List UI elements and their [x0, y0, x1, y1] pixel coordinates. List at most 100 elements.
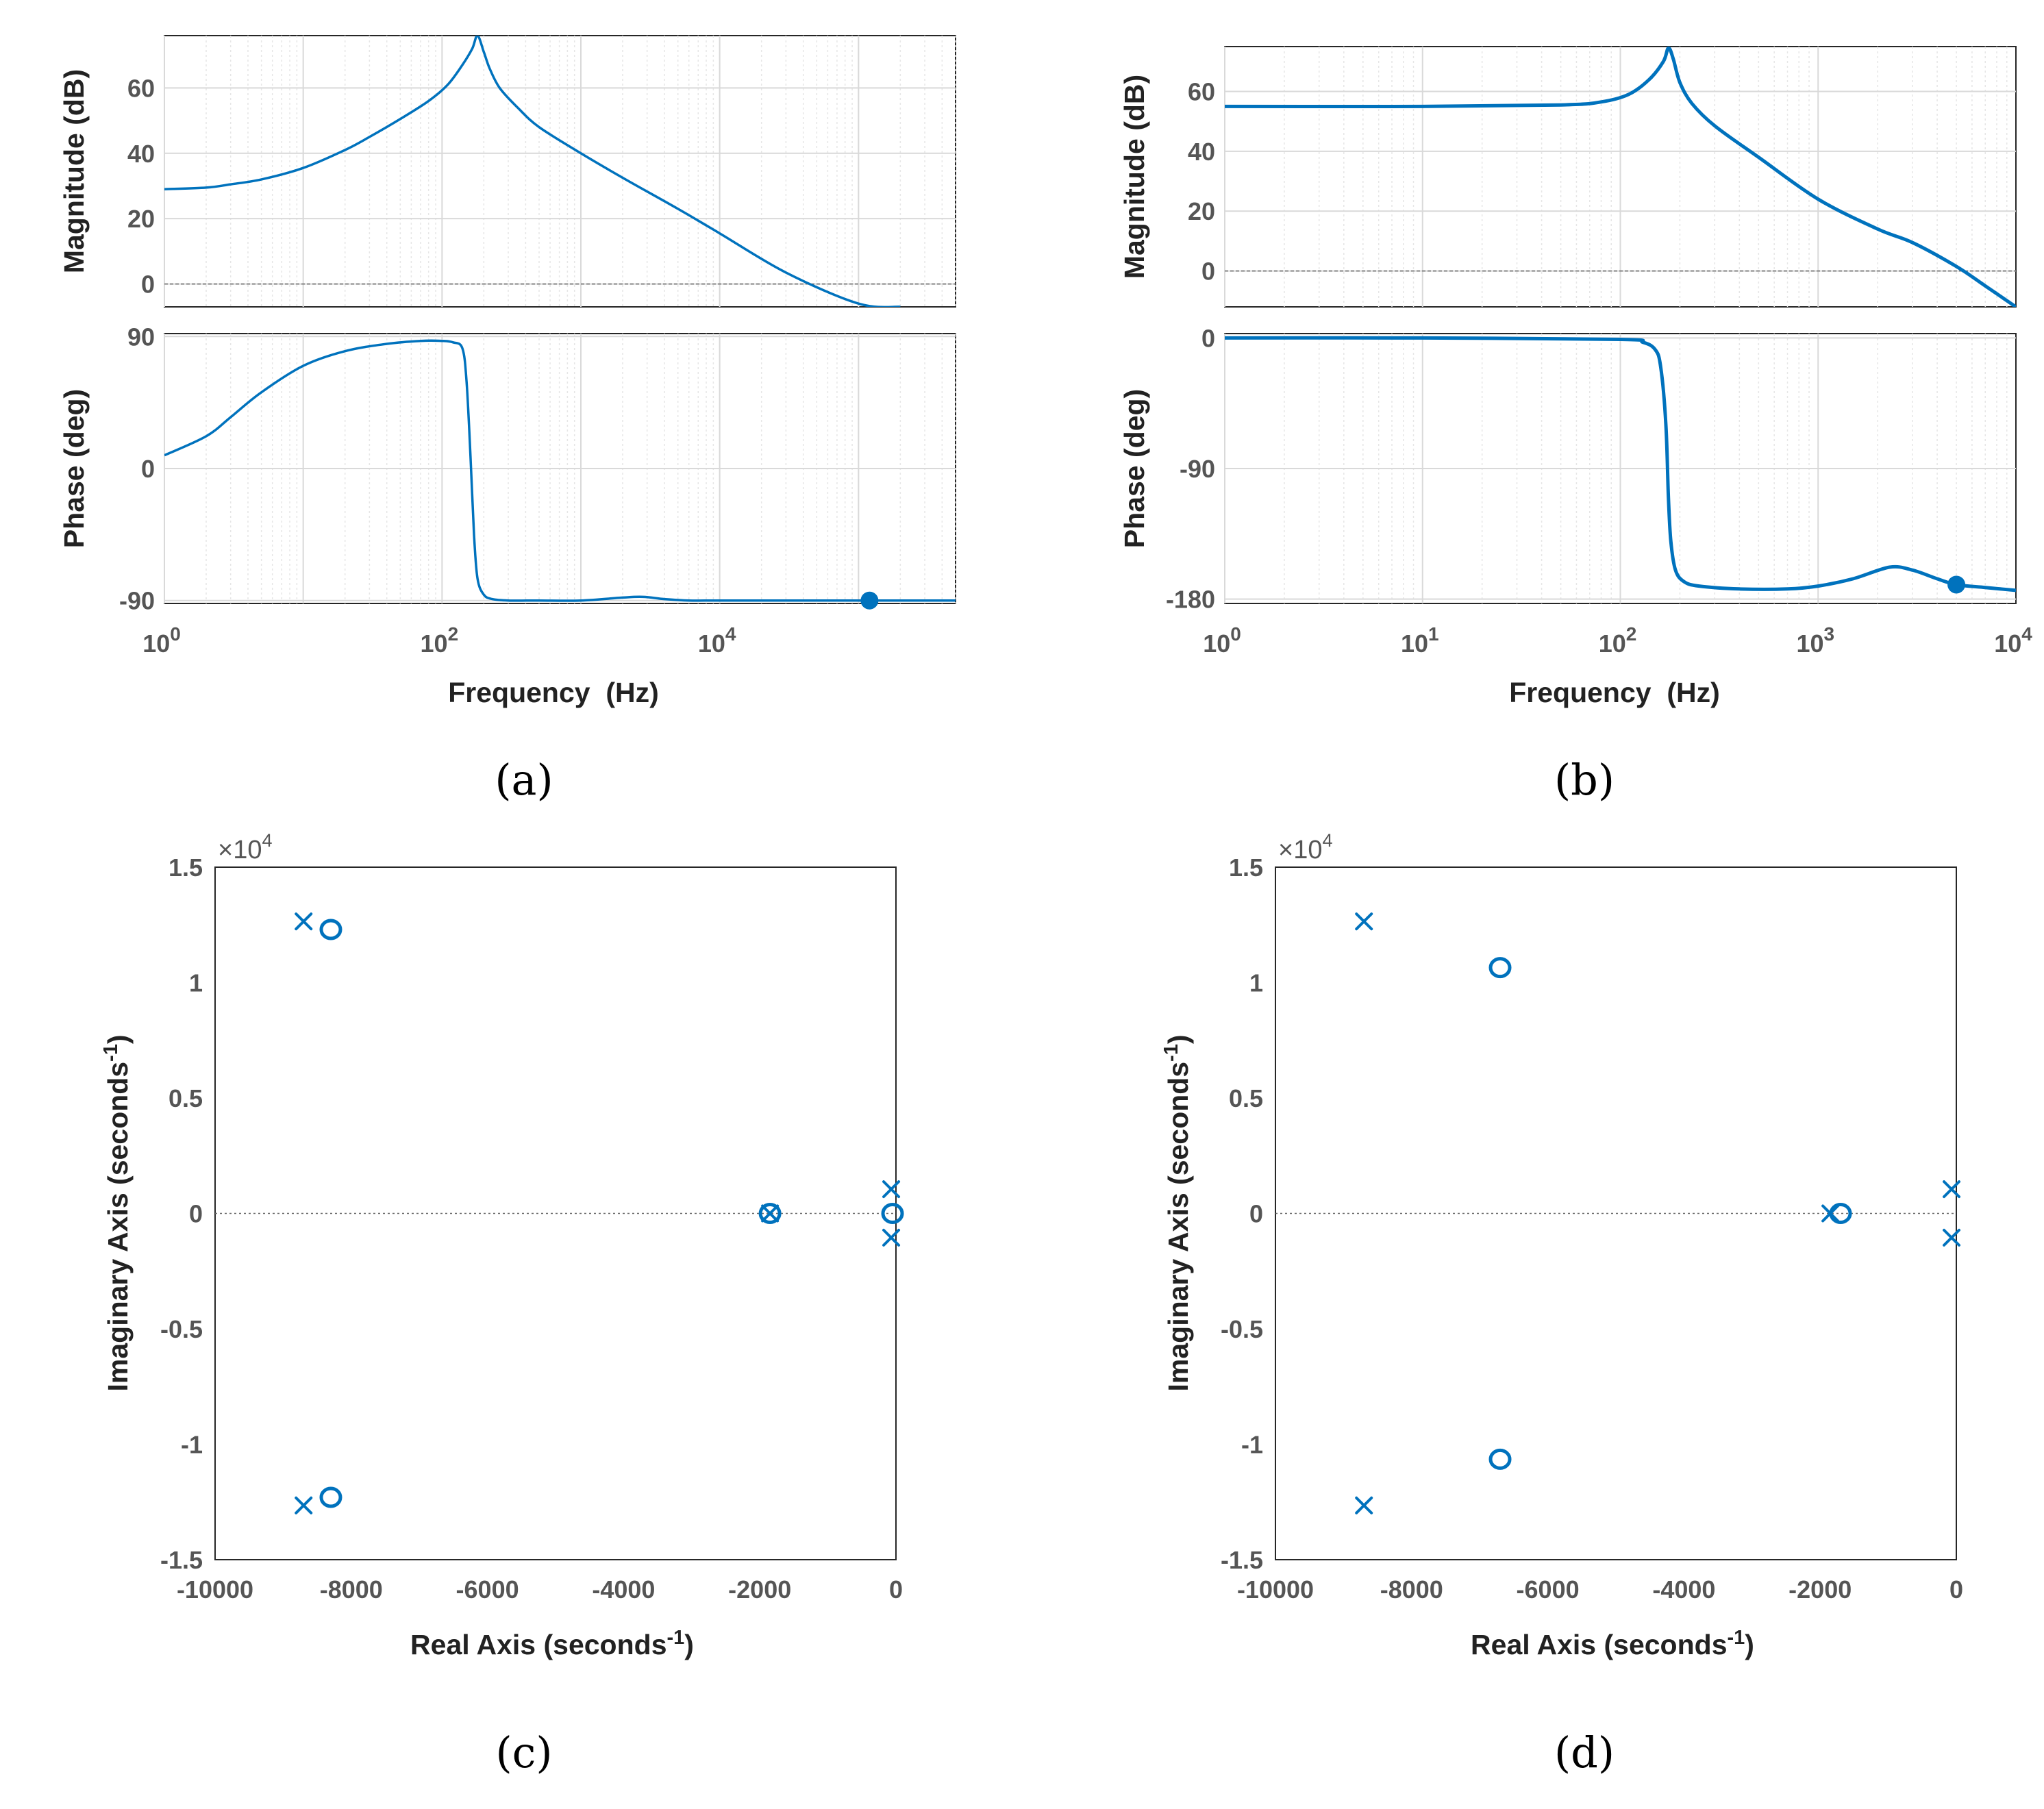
panel-b-xtick-exp: 3 [1823, 623, 1834, 645]
panel-c-pole [761, 1204, 780, 1223]
panel-a-xticks: 100 102 104 [142, 623, 736, 658]
panel-d: -1.5 -1 -0.5 0 0.5 1 1.5 -10000 -8000 -6000 -4000… [1160, 830, 1963, 1777]
panel-c-zero [319, 919, 342, 940]
panel-a-xtick-exp: 2 [448, 623, 459, 645]
panel-a-xtick-base: 10 [698, 629, 725, 658]
panel-d-poles [1355, 912, 1961, 1514]
panel-d-xlabel-close: ) [1745, 1629, 1754, 1660]
panel-d-ylabel-exp: -1 [1160, 1044, 1182, 1062]
panel-a-phase-marker [860, 591, 879, 610]
panel-a-magnitude-ylabel: Magnitude (dB) [58, 69, 90, 273]
panel-d-xtick-label: -4000 [1652, 1575, 1715, 1604]
panel-d-zeros [1488, 957, 1852, 1470]
panel-b-magnitude-ytick-label: 0 [1201, 258, 1215, 286]
panel-b-xtick-exp: 2 [1626, 623, 1637, 645]
panel-b-xtick-base: 10 [1401, 629, 1428, 658]
panel-b-magnitude-yticks: 0 20 40 60 [1188, 78, 1215, 286]
panel-b-xlabel: Frequency (Hz) [1509, 677, 1720, 708]
panel-a-caption: (a) [495, 755, 553, 805]
panel-a-phase-curve [164, 339, 956, 602]
panel-a-xtick-label: 100 [142, 623, 181, 658]
panel-d-xtick-label: -8000 [1380, 1575, 1443, 1604]
panel-d-ytick-label: -1 [1241, 1431, 1263, 1459]
panel-b-phase-plot: -180 -90 0 Phase (deg) [1119, 324, 2017, 614]
panel-c-xtick-label: -6000 [456, 1575, 519, 1604]
panel-d-ytick-label: 0.5 [1229, 1084, 1263, 1112]
panel-d-zero [1829, 1203, 1852, 1224]
panel-b-phase-yticks: -180 -90 0 [1166, 324, 1215, 613]
panel-b-xtick-base: 10 [1203, 629, 1230, 658]
panel-a-magnitude-plot: 0 20 40 60 Magnitude (dB) [58, 35, 956, 308]
panel-a-phase-plot: -90 0 90 Phase (deg) [58, 323, 956, 615]
panel-b-xtick-base: 10 [1796, 629, 1823, 658]
panel-a-magnitude-ytick-label: 40 [127, 140, 155, 168]
panel-d-y-multiplier: ×104 [1278, 830, 1333, 864]
panel-c-pole [882, 1228, 901, 1247]
panel-b-magnitude-ytick-label: 40 [1188, 138, 1215, 166]
panel-a-xtick-exp: 4 [725, 623, 736, 645]
panel-b-magnitude-grid [1224, 47, 2016, 307]
panel-c-xlabel: Real Axis (seconds-1) [410, 1627, 694, 1660]
panel-a-magnitude-ytick-label: 20 [127, 205, 155, 233]
panel-d-caption: (d) [1554, 1727, 1615, 1777]
panel-a-phase-ytick-label: -90 [119, 587, 155, 615]
panel-c-y-multiplier-exp: 4 [262, 830, 272, 851]
panel-c-ylabel-text: Imaginary Axis (seconds [102, 1062, 134, 1392]
panel-a-xtick-label: 102 [421, 623, 459, 658]
panel-c-xtick-label: -10000 [177, 1575, 253, 1604]
panel-d-y-multiplier-base: ×10 [1278, 836, 1322, 864]
panel-b-xtick-base: 10 [1599, 629, 1626, 658]
panel-a-magnitude-ytick-label: 60 [127, 74, 155, 102]
panel-a-phase-ytick-label: 90 [127, 323, 155, 351]
panel-c: -1.5 -1 -0.5 0 0.5 1 1.5 -10000 -8000 -6000 -4000… [100, 830, 904, 1777]
panel-a-phase-yticks: -90 0 90 [119, 323, 155, 614]
panel-c-ytick-label: -1.5 [160, 1546, 203, 1574]
panel-a-phase-ytick-label: 0 [141, 455, 155, 483]
panel-d-pole [1355, 912, 1373, 931]
panel-b-xtick-exp: 4 [2021, 623, 2032, 645]
panel-c-poles [295, 912, 901, 1514]
panel-c-ytick-label: 0 [189, 1200, 203, 1228]
panel-b-phase-ylabel: Phase (deg) [1119, 389, 1150, 548]
panel-a-xtick-label: 104 [698, 623, 736, 658]
panel-d-ylabel: Imaginary Axis (seconds-1) [1160, 1034, 1194, 1391]
panel-c-xtick-label: -8000 [320, 1575, 383, 1604]
panel-d-xtick-label: -2000 [1788, 1575, 1852, 1604]
panel-c-xtick-label: -4000 [592, 1575, 655, 1604]
panel-c-ytick-label: 1.5 [169, 853, 203, 882]
panel-b-xticks: 100 101 102 103 104 [1203, 623, 2032, 658]
panel-c-ylabel: Imaginary Axis (seconds-1) [100, 1034, 134, 1391]
panel-d-xlabel-exp: -1 [1728, 1627, 1745, 1649]
panel-b-phase-marker [1947, 575, 1966, 594]
panel-d-ylabel-text: Imaginary Axis (seconds [1162, 1062, 1194, 1392]
panel-d-pole [1943, 1180, 1961, 1199]
panel-d-ylabel-close: ) [1162, 1034, 1194, 1044]
panel-b-phase-ytick-label: -90 [1180, 455, 1215, 483]
panel-b-xtick-label: 104 [1994, 623, 2032, 658]
panel-a-magnitude-grid [164, 36, 956, 307]
panel-c-pole [882, 1180, 901, 1199]
panel-d-xlabel-text: Real Axis (seconds [1471, 1629, 1727, 1660]
panel-b-xtick-label: 103 [1796, 623, 1834, 658]
panel-d-ytick-label: -1.5 [1221, 1546, 1263, 1574]
panel-c-y-multiplier-base: ×10 [218, 836, 262, 864]
panel-c-ylabel-close: ) [102, 1034, 134, 1044]
panel-c-y-multiplier: ×104 [218, 830, 273, 864]
panel-b-phase-curve [1225, 336, 2016, 592]
panel-a-xtick-base: 10 [421, 629, 448, 658]
panel-d-xtick-label: -6000 [1517, 1575, 1580, 1604]
panel-d-y-multiplier-exp: 4 [1322, 830, 1332, 851]
panel-a-phase-grid [164, 334, 956, 603]
panel-c-ytick-label: -0.5 [160, 1315, 203, 1343]
panel-b-xtick-exp: 0 [1230, 623, 1241, 645]
panel-c-xlabel-exp: -1 [667, 1627, 685, 1649]
panel-c-zero [758, 1203, 782, 1224]
panel-b-magnitude-ytick-label: 20 [1188, 197, 1215, 225]
panel-b-phase-grid [1224, 334, 2016, 603]
panel-c-yticks: -1.5 -1 -0.5 0 0.5 1 1.5 [160, 853, 203, 1574]
panel-d-xtick-label: -10000 [1237, 1575, 1314, 1604]
panel-c-pole [295, 912, 313, 931]
